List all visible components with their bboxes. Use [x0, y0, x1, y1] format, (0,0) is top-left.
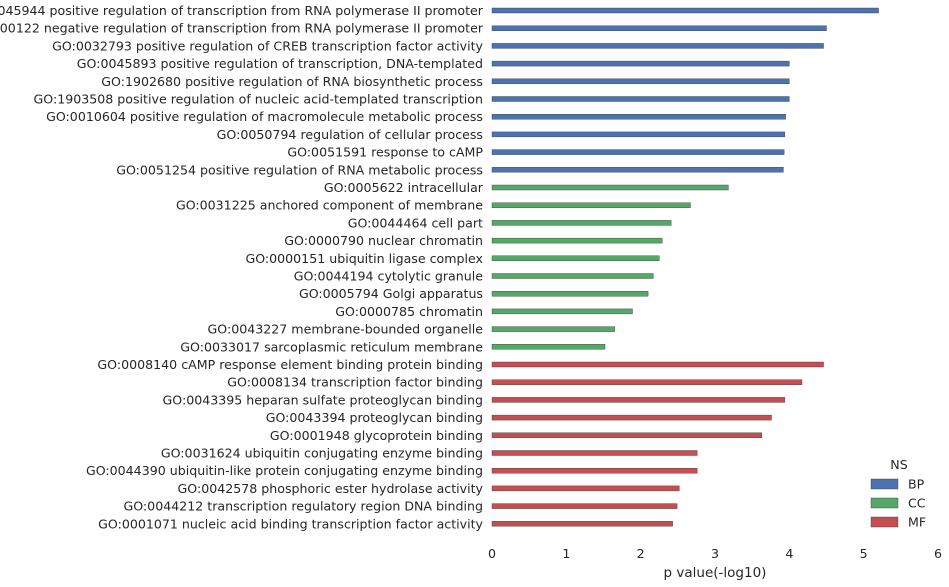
x-tick-label: 3: [711, 546, 719, 561]
bar-bp: [491, 25, 827, 31]
x-axis-title: p value(-log10): [664, 565, 767, 581]
legend-swatch-bp: [870, 478, 899, 490]
bar-bp: [491, 131, 786, 138]
category-label: GO:0001071 nucleic acid binding transcri…: [98, 516, 483, 531]
bar-bp: [491, 78, 790, 85]
category-label: GO:0000151 ubiquitin ligase complex: [245, 251, 483, 266]
legend-label-bp: BP: [908, 477, 925, 492]
bar-mf: [491, 379, 803, 385]
bars-layer: [491, 7, 879, 527]
category-label: GO:0044212 transcription regulatory regi…: [123, 499, 483, 514]
bar-mf: [491, 414, 772, 421]
bar-mf: [491, 361, 824, 368]
category-label: GO:0001948 glycoprotein binding: [270, 428, 483, 443]
bar-bp: [491, 43, 824, 49]
x-tick-label: 1: [562, 546, 570, 561]
x-tick-label: 5: [860, 546, 868, 561]
bar-cc: [491, 326, 615, 332]
category-label: GO:0050794 regulation of cellular proces…: [217, 127, 483, 142]
category-label: GO:0051254 positive regulation of RNA me…: [116, 162, 483, 177]
category-label: GO:1902680 positive regulation of RNA bi…: [101, 74, 483, 89]
category-label: GO:0043394 proteoglycan binding: [266, 410, 483, 425]
category-label: GO:1903508 positive regulation of nuclei…: [34, 92, 483, 107]
bar-bp: [491, 167, 784, 173]
bar-mf: [491, 450, 698, 456]
bar-bp: [491, 60, 790, 67]
bar-cc: [491, 255, 660, 262]
bar-bp: [491, 7, 879, 14]
category-label: GO:0000785 chromatin: [335, 304, 483, 319]
category-label: GO:0032793 positive regulation of CREB t…: [52, 38, 483, 53]
category-label: GO:0051591 response to cAMP: [287, 145, 483, 160]
bar-bp: [491, 96, 790, 102]
category-label: GO:0000790 nuclear chromatin: [284, 233, 483, 248]
legend-label-cc: CC: [908, 496, 926, 511]
bar-bp: [491, 113, 786, 120]
category-label: GO:0031624 ubiquitin conjugating enzyme …: [161, 446, 483, 461]
bar-cc: [491, 202, 691, 208]
category-label: GO:0008134 transcription factor binding: [227, 375, 483, 390]
bar-cc: [491, 184, 729, 191]
category-label: GO:0000122 negative regulation of transc…: [0, 21, 484, 36]
x-tick-label: 6: [934, 546, 942, 561]
legend-entries: BP CC MF: [870, 477, 926, 530]
category-label: GO:0045893 positive regulation of transc…: [77, 56, 483, 71]
category-label: GO:0033017 sarcoplasmic reticulum membra…: [180, 339, 483, 354]
category-label: GO:0005622 intracellular: [324, 180, 484, 195]
bar-cc: [491, 237, 663, 244]
x-tick-label: 2: [637, 546, 645, 561]
bar-cc: [491, 308, 633, 315]
bar-mf: [491, 468, 698, 474]
legend-title: NS: [890, 457, 907, 472]
bar-cc: [491, 344, 606, 350]
category-label: GO:0044390 ubiquitin-like protein conjug…: [86, 463, 483, 478]
category-label: GO:0044194 cytolytic granule: [294, 269, 483, 284]
category-label: GO:0043395 heparan sulfate proteoglycan …: [163, 392, 484, 407]
legend-swatch-cc: [870, 497, 899, 509]
category-label: GO:0005794 Golgi apparatus: [299, 286, 483, 301]
category-label: GO:0044464 cell part: [348, 215, 483, 230]
category-label: GO:0010604 positive regulation of macrom…: [46, 109, 483, 124]
category-labels: GO:0045944 positive regulation of transc…: [0, 3, 484, 531]
category-label: GO:0031225 anchored component of membran…: [176, 198, 483, 213]
category-label: GO:0045944 positive regulation of transc…: [0, 3, 484, 18]
x-axis: 0 1 2 3 4 5 6: [488, 546, 942, 561]
bar-mf: [491, 432, 763, 438]
category-label: GO:0042578 phosphoric ester hydrolase ac…: [178, 481, 484, 496]
bar-mf: [491, 521, 673, 527]
bar-cc: [491, 291, 649, 297]
bar-cc: [491, 220, 672, 226]
category-label: GO:0008140 cAMP response element binding…: [97, 357, 483, 372]
legend-label-mf: MF: [908, 515, 926, 530]
category-label: GO:0043227 membrane-bounded organelle: [208, 322, 484, 337]
bar-mf: [491, 485, 680, 492]
x-tick-label: 0: [488, 546, 496, 561]
bar-mf: [491, 397, 786, 403]
x-tick-label: 4: [785, 546, 793, 561]
bar-bp: [491, 149, 785, 155]
bar-cc: [491, 273, 654, 279]
legend-swatch-mf: [870, 516, 899, 528]
bar-mf: [491, 503, 678, 509]
legend: NS BP CC MF: [870, 457, 926, 530]
